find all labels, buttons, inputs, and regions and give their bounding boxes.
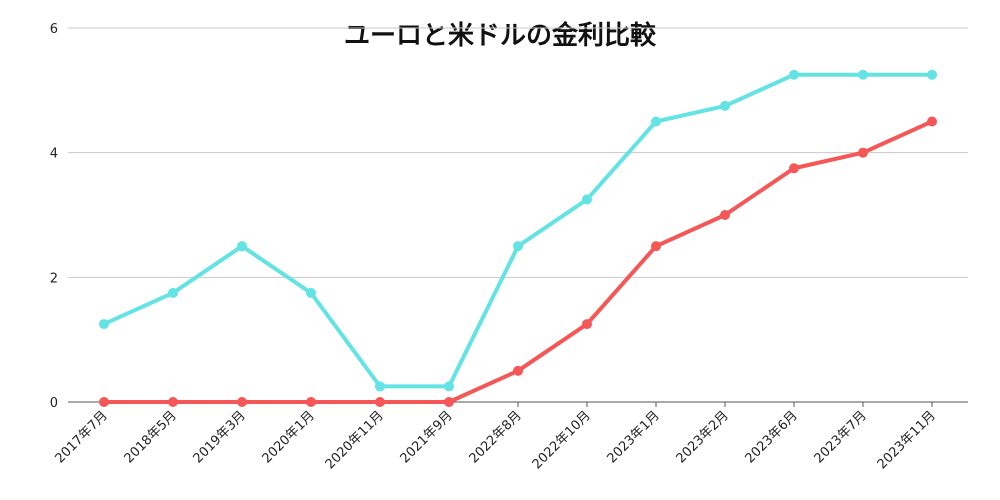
data-point [444, 397, 454, 407]
x-tick-label: 2022年8月 [467, 408, 525, 466]
x-tick-label: 2023年2月 [674, 408, 732, 466]
chart-title: ユーロと米ドルの金利比較 [344, 20, 657, 51]
data-point [513, 241, 523, 252]
data-point [306, 397, 316, 407]
data-point [720, 210, 730, 220]
y-tick-label: 4 [50, 147, 58, 162]
y-tick-label: 0 [50, 396, 58, 411]
y-axis-ticks: 0 2 4 6 [50, 22, 58, 411]
data-point [582, 319, 592, 330]
grid-lines [68, 27, 968, 403]
data-point [99, 319, 109, 330]
data-point [168, 397, 178, 407]
data-point [375, 381, 385, 392]
x-tick-label: 2022年10月 [530, 408, 594, 472]
series-layer [99, 69, 937, 407]
data-point [789, 163, 799, 174]
data-point [651, 241, 661, 252]
series-1 [99, 116, 937, 407]
data-point [927, 69, 937, 80]
y-tick-label: 2 [50, 271, 58, 286]
data-point [306, 287, 316, 298]
data-point [858, 147, 868, 158]
data-point [513, 365, 523, 376]
data-point [582, 194, 592, 205]
x-tick-label: 2019年3月 [191, 408, 249, 466]
data-point [927, 116, 937, 127]
data-point [651, 116, 661, 127]
data-point [858, 69, 868, 80]
x-tick-label: 2023年1月 [605, 408, 663, 466]
data-point [237, 241, 247, 252]
data-point [789, 69, 799, 80]
series-line [102, 119, 934, 404]
x-tick-label: 2018年5月 [122, 408, 180, 466]
data-point [720, 100, 730, 111]
x-tick-label: 2017年7月 [53, 408, 111, 466]
data-point [375, 397, 385, 407]
series-0 [99, 69, 937, 392]
x-tick-label: 2023年11月 [875, 408, 939, 472]
x-tick-label: 2020年1月 [260, 408, 318, 466]
x-tick-label: 2020年11月 [323, 408, 387, 472]
x-tick-label: 2023年6月 [743, 408, 801, 466]
data-point [444, 381, 454, 392]
x-tick-label: 2021年9月 [398, 408, 456, 466]
y-tick-label: 6 [50, 22, 58, 37]
x-axis-ticks: 2017年7月 2018年5月 2019年3月 2020年1月 2020年11月 2021… [53, 402, 939, 472]
data-point [237, 397, 247, 407]
series-line [102, 72, 934, 389]
data-point [168, 287, 178, 298]
data-point [99, 397, 109, 407]
x-tick-label: 2023年7月 [812, 408, 870, 466]
